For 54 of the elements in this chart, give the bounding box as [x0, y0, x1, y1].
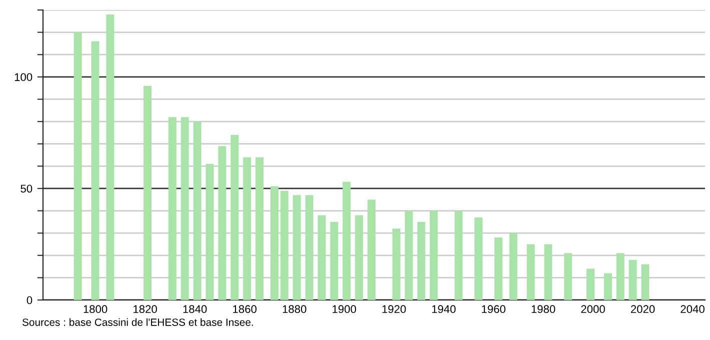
- bar: [305, 195, 314, 300]
- y-tick-label: 100: [14, 73, 32, 82]
- bar: [74, 32, 82, 300]
- x-tick-label: 1800: [84, 305, 108, 314]
- bar: [256, 157, 264, 300]
- bar: [509, 233, 518, 300]
- x-tick-label: 1820: [134, 305, 157, 314]
- x-tick-label: 1840: [183, 305, 207, 314]
- x-tick-label: 1920: [382, 305, 406, 314]
- bar: [404, 210, 413, 300]
- bar: [106, 14, 114, 300]
- y-tick-label: 0: [26, 296, 32, 304]
- bar: [342, 182, 351, 300]
- x-tick-label: 1860: [233, 305, 257, 314]
- bar: [218, 146, 226, 300]
- bar: [355, 215, 364, 300]
- bar: [330, 222, 338, 300]
- x-tick-label: 1980: [532, 305, 556, 314]
- bar: [193, 122, 202, 300]
- bar: [454, 210, 463, 300]
- bar: [586, 268, 594, 300]
- bar: [604, 273, 612, 300]
- bar: [180, 117, 189, 300]
- bar: [392, 228, 400, 300]
- bar: [417, 222, 426, 300]
- bar: [564, 253, 572, 300]
- bar: [230, 134, 239, 300]
- x-tick-label: 2020: [630, 305, 655, 314]
- x-tick-label: 1880: [282, 305, 306, 314]
- bar: [616, 253, 624, 300]
- x-tick-label: 2040: [680, 305, 704, 314]
- bar: [144, 86, 152, 300]
- bar: [526, 244, 535, 300]
- bar: [243, 157, 252, 300]
- source-note: Sources : base Cassini de l'EHESS et base Insee.: [22, 318, 253, 326]
- bar: [430, 210, 438, 300]
- x-tick-label: 2000: [581, 305, 605, 314]
- bar: [368, 200, 376, 300]
- bar: [270, 186, 278, 300]
- bar: [544, 244, 552, 300]
- bar: [206, 164, 214, 300]
- bar: [628, 260, 637, 300]
- bar: [91, 41, 100, 300]
- bar: [168, 117, 176, 300]
- bar: [494, 238, 502, 300]
- bar: [318, 215, 326, 300]
- x-tick-label: 1960: [482, 305, 506, 314]
- x-tick-label: 1940: [432, 305, 456, 314]
- bar: [474, 217, 483, 300]
- bar: [292, 195, 301, 300]
- y-tick-label: 50: [20, 184, 32, 193]
- bar: [641, 264, 650, 300]
- x-tick-label: 1900: [332, 305, 356, 314]
- bar: [280, 190, 288, 300]
